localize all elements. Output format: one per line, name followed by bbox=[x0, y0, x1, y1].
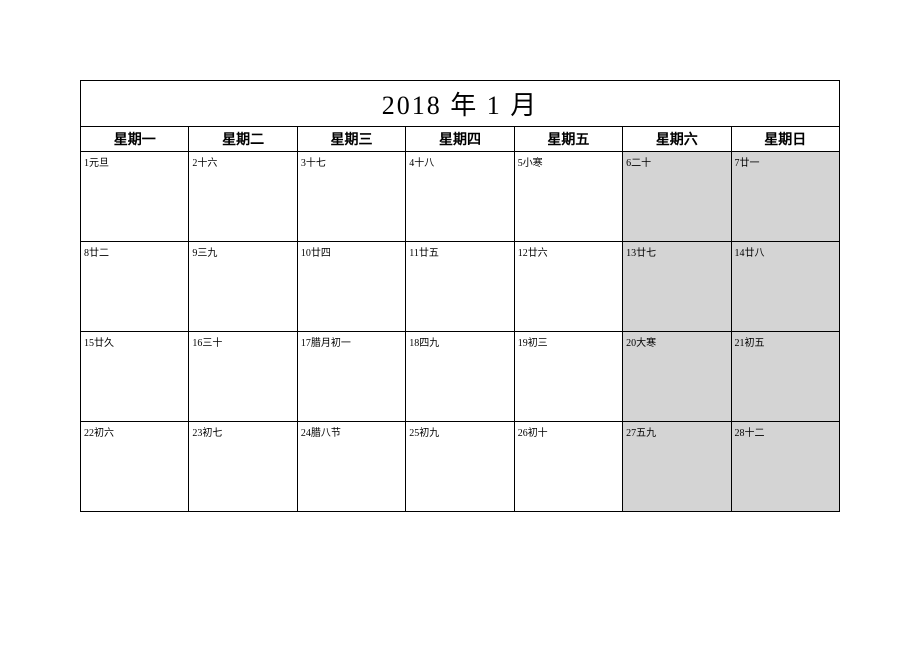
calendar-table: 2018 年 1 月 星期一 星期二 星期三 星期四 星期五 星期六 星期日 1… bbox=[80, 80, 840, 512]
lunar-label: 廿四 bbox=[311, 248, 331, 259]
lunar-label: 廿六 bbox=[528, 248, 548, 259]
day-cell: 8廿二 bbox=[81, 242, 189, 332]
day-cell-weekend: 6二十 bbox=[623, 152, 731, 242]
day-number: 22 bbox=[84, 428, 94, 439]
lunar-label: 初七 bbox=[202, 428, 222, 439]
day-cell: 2十六 bbox=[189, 152, 297, 242]
day-number: 23 bbox=[192, 428, 202, 439]
week-row: 1元旦 2十六 3十七 4十八 5小寒 6二十 7廿一 bbox=[81, 152, 840, 242]
day-cell: 1元旦 bbox=[81, 152, 189, 242]
day-number: 21 bbox=[735, 338, 745, 349]
day-cell: 18四九 bbox=[406, 332, 514, 422]
day-number: 26 bbox=[518, 428, 528, 439]
lunar-label: 初六 bbox=[94, 428, 114, 439]
lunar-label: 初九 bbox=[419, 428, 439, 439]
lunar-label: 四九 bbox=[419, 338, 439, 349]
lunar-label: 十二 bbox=[745, 428, 765, 439]
week-row: 15廿久 16三十 17腊月初一 18四九 19初三 20大寒 21初五 bbox=[81, 332, 840, 422]
lunar-label: 三九 bbox=[197, 248, 217, 259]
day-number: 16 bbox=[192, 338, 202, 349]
lunar-label: 小寒 bbox=[523, 158, 543, 169]
lunar-label: 廿五 bbox=[419, 248, 439, 259]
day-cell: 15廿久 bbox=[81, 332, 189, 422]
day-number: 20 bbox=[626, 338, 636, 349]
day-number: 11 bbox=[409, 248, 419, 259]
day-cell-weekend: 28十二 bbox=[731, 422, 839, 512]
day-cell: 24腊八节 bbox=[297, 422, 405, 512]
day-number: 12 bbox=[518, 248, 528, 259]
day-number: 10 bbox=[301, 248, 311, 259]
day-cell: 5小寒 bbox=[514, 152, 622, 242]
day-cell-weekend: 27五九 bbox=[623, 422, 731, 512]
dayheader-mon: 星期一 bbox=[81, 127, 189, 152]
dayheader-thu: 星期四 bbox=[406, 127, 514, 152]
day-cell-weekend: 14廿八 bbox=[731, 242, 839, 332]
day-cell-weekend: 13廿七 bbox=[623, 242, 731, 332]
day-cell: 17腊月初一 bbox=[297, 332, 405, 422]
lunar-label: 初五 bbox=[745, 338, 765, 349]
calendar-title: 2018 年 1 月 bbox=[81, 81, 840, 127]
day-cell-weekend: 7廿一 bbox=[731, 152, 839, 242]
day-header-row: 星期一 星期二 星期三 星期四 星期五 星期六 星期日 bbox=[81, 127, 840, 152]
day-number: 28 bbox=[735, 428, 745, 439]
dayheader-fri: 星期五 bbox=[514, 127, 622, 152]
lunar-label: 廿八 bbox=[745, 248, 765, 259]
day-cell: 19初三 bbox=[514, 332, 622, 422]
day-cell: 11廿五 bbox=[406, 242, 514, 332]
lunar-label: 十七 bbox=[306, 158, 326, 169]
lunar-label: 廿一 bbox=[740, 158, 760, 169]
lunar-label: 元旦 bbox=[89, 158, 109, 169]
day-cell: 26初十 bbox=[514, 422, 622, 512]
dayheader-wed: 星期三 bbox=[297, 127, 405, 152]
day-cell: 23初七 bbox=[189, 422, 297, 512]
day-cell: 4十八 bbox=[406, 152, 514, 242]
lunar-label: 十六 bbox=[197, 158, 217, 169]
day-number: 19 bbox=[518, 338, 528, 349]
day-cell-weekend: 21初五 bbox=[731, 332, 839, 422]
day-cell: 16三十 bbox=[189, 332, 297, 422]
lunar-label: 五九 bbox=[636, 428, 656, 439]
lunar-label: 腊月初一 bbox=[311, 338, 351, 349]
day-number: 25 bbox=[409, 428, 419, 439]
day-cell: 12廿六 bbox=[514, 242, 622, 332]
lunar-label: 二十 bbox=[631, 158, 651, 169]
day-number: 18 bbox=[409, 338, 419, 349]
lunar-label: 廿二 bbox=[89, 248, 109, 259]
lunar-label: 十八 bbox=[414, 158, 434, 169]
day-number: 24 bbox=[301, 428, 311, 439]
lunar-label: 三十 bbox=[202, 338, 222, 349]
day-number: 17 bbox=[301, 338, 311, 349]
lunar-label: 初十 bbox=[528, 428, 548, 439]
lunar-label: 初三 bbox=[528, 338, 548, 349]
dayheader-tue: 星期二 bbox=[189, 127, 297, 152]
dayheader-sat: 星期六 bbox=[623, 127, 731, 152]
day-cell: 3十七 bbox=[297, 152, 405, 242]
day-cell: 10廿四 bbox=[297, 242, 405, 332]
dayheader-sun: 星期日 bbox=[731, 127, 839, 152]
lunar-label: 廿七 bbox=[636, 248, 656, 259]
day-cell: 25初九 bbox=[406, 422, 514, 512]
lunar-label: 大寒 bbox=[636, 338, 656, 349]
lunar-label: 廿久 bbox=[94, 338, 114, 349]
day-cell-weekend: 20大寒 bbox=[623, 332, 731, 422]
week-row: 22初六 23初七 24腊八节 25初九 26初十 27五九 28十二 bbox=[81, 422, 840, 512]
lunar-label: 腊八节 bbox=[311, 428, 341, 439]
day-number: 13 bbox=[626, 248, 636, 259]
day-cell: 22初六 bbox=[81, 422, 189, 512]
day-number: 14 bbox=[735, 248, 745, 259]
day-cell: 9三九 bbox=[189, 242, 297, 332]
week-row: 8廿二 9三九 10廿四 11廿五 12廿六 13廿七 14廿八 bbox=[81, 242, 840, 332]
day-number: 15 bbox=[84, 338, 94, 349]
day-number: 27 bbox=[626, 428, 636, 439]
